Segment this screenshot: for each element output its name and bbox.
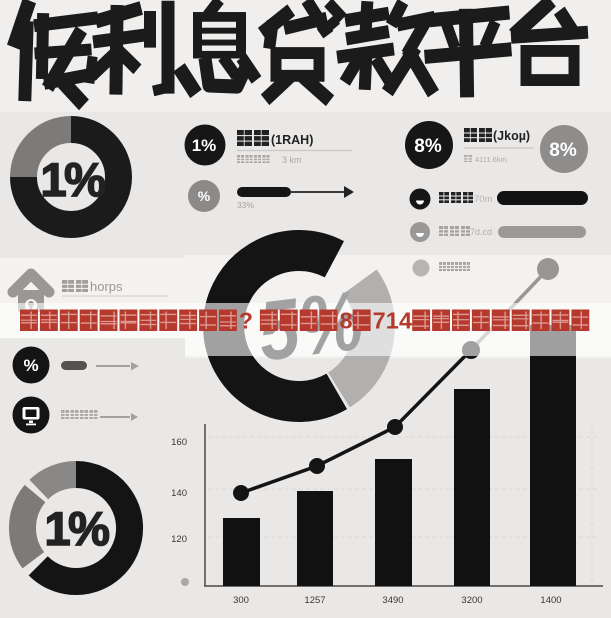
svg-text:1%: 1% bbox=[45, 502, 110, 555]
svg-text:120: 120 bbox=[171, 534, 187, 545]
svg-text:33%: 33% bbox=[237, 200, 254, 210]
svg-text:3490: 3490 bbox=[382, 595, 403, 606]
svg-text:300: 300 bbox=[233, 595, 249, 606]
svg-text:3 km: 3 km bbox=[282, 155, 302, 165]
svg-text:1257: 1257 bbox=[304, 595, 325, 606]
svg-text:(Jkoµ): (Jkoµ) bbox=[493, 129, 530, 143]
svg-text:7: 7 bbox=[373, 308, 386, 334]
svg-text:%: % bbox=[198, 188, 211, 204]
svg-text:140: 140 bbox=[171, 488, 187, 499]
svg-text:1%: 1% bbox=[192, 136, 217, 155]
svg-text:8%: 8% bbox=[414, 136, 442, 157]
svg-text:horps: horps bbox=[90, 279, 123, 294]
svg-text:%: % bbox=[23, 356, 38, 375]
svg-text:8: 8 bbox=[340, 308, 353, 334]
svg-text:1400: 1400 bbox=[540, 595, 561, 606]
svg-text:7d.cd: 7d.cd bbox=[470, 227, 492, 237]
svg-text:1%: 1% bbox=[41, 153, 106, 206]
svg-text:1: 1 bbox=[386, 308, 399, 334]
svg-text:3200: 3200 bbox=[461, 595, 482, 606]
svg-text:70m: 70m bbox=[474, 194, 493, 205]
svg-text:160: 160 bbox=[171, 437, 187, 448]
svg-text:?: ? bbox=[239, 308, 253, 334]
svg-text:8%: 8% bbox=[549, 140, 577, 161]
svg-text:4: 4 bbox=[399, 308, 412, 334]
svg-text:4111.6km: 4111.6km bbox=[475, 155, 507, 164]
svg-text:(1RAH): (1RAH) bbox=[271, 133, 313, 147]
